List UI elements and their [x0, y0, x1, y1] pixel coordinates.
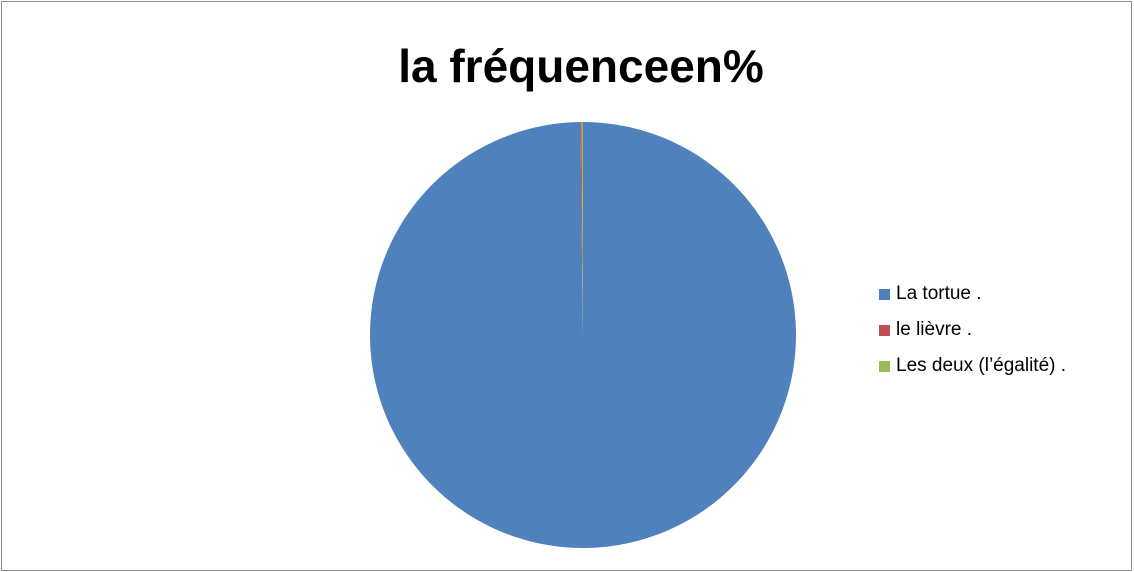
legend-swatch-1 — [879, 324, 890, 336]
legend-item-2: Les deux (l’égalité) . — [879, 348, 1066, 384]
legend-swatch-0 — [879, 288, 890, 300]
legend-label-1: le lièvre . — [896, 319, 973, 340]
legend-label-0: La tortue . — [896, 283, 982, 304]
legend-item-0: La tortue . — [879, 276, 1066, 312]
legend-label-2: Les deux (l’égalité) . — [896, 355, 1067, 376]
legend: La tortue . le lièvre . Les deux (l’égalit… — [879, 276, 1066, 384]
legend-item-1: le lièvre . — [879, 312, 1066, 348]
pie-slice-2 — [581, 122, 583, 335]
chart-title: la fréquenceen% — [398, 40, 764, 92]
pie-slice-0 — [370, 122, 797, 548]
pie-slice-1 — [580, 122, 583, 335]
legend-swatch-2 — [879, 360, 890, 372]
